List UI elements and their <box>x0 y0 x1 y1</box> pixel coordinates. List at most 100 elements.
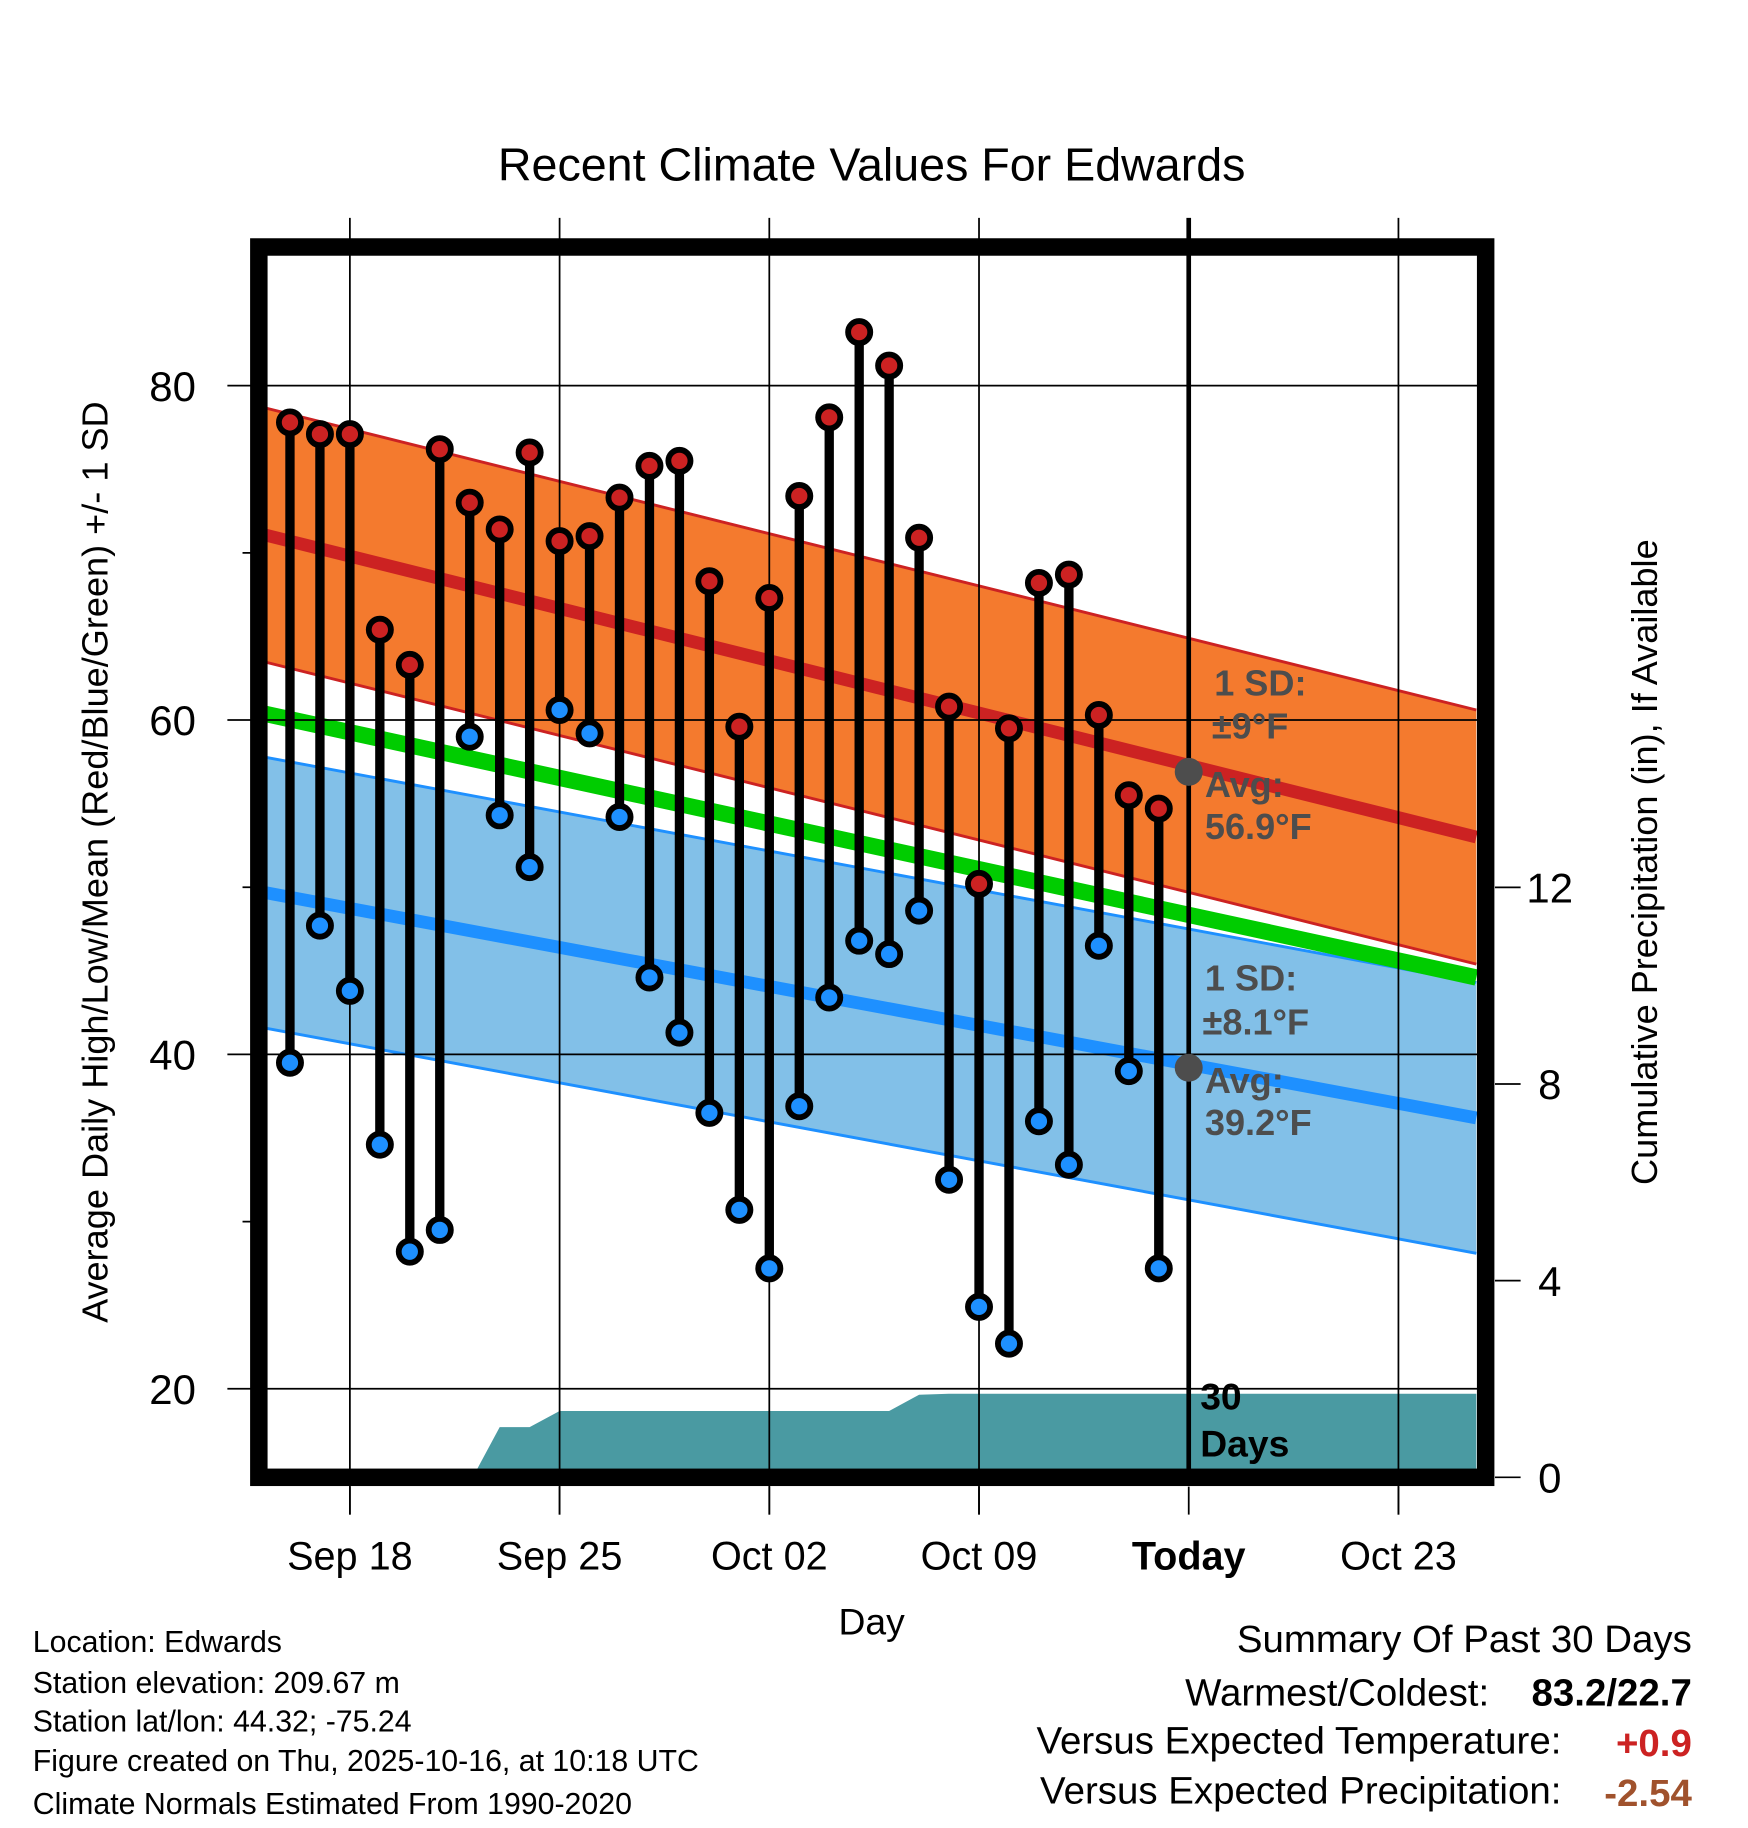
summary-title: Summary Of Past 30 Days <box>1237 1618 1692 1661</box>
low-sd-lower <box>262 1026 1477 1255</box>
y-tick-label: 20 <box>149 1366 196 1413</box>
daily-high-point <box>305 420 334 449</box>
annotation-low-avg-val: 39.2°F <box>1205 1102 1312 1143</box>
daily-low-point <box>1144 1254 1173 1283</box>
x-tick-label: Oct 09 <box>921 1534 1038 1578</box>
daily-low-point <box>695 1098 724 1127</box>
y-axis-label: Average Daily High/Low/Mean (Red/Blue/Gr… <box>74 401 115 1323</box>
y-right-tick-label: 0 <box>1538 1454 1561 1501</box>
annotation-low-sd-val: ±8.1°F <box>1203 1002 1310 1043</box>
daily-high-point <box>485 515 514 544</box>
daily-high-point <box>665 446 694 475</box>
y-right-tick-label: 8 <box>1538 1061 1561 1108</box>
daily-high-point <box>545 527 574 556</box>
summary-panel: Summary Of Past 30 Days Warmest/Coldest:… <box>1036 1618 1692 1815</box>
daily-low-point <box>305 911 334 940</box>
x-tick-label: Sep 18 <box>287 1534 413 1578</box>
daily-high-point <box>395 650 424 679</box>
daily-high-point <box>875 351 904 380</box>
high-sd-upper <box>262 405 1477 712</box>
annotation-high-sd: 1 SD: <box>1214 663 1306 704</box>
elevation-text: Station elevation: 209.67 m <box>33 1667 400 1700</box>
daily-low-point <box>275 1048 304 1077</box>
daily-low-point <box>1114 1057 1143 1086</box>
daily-high-point <box>365 615 394 644</box>
daily-high-point <box>1144 794 1173 823</box>
daily-high-point <box>515 438 544 467</box>
daily-high-point <box>575 522 604 551</box>
annotation-low-avg: Avg: <box>1205 1060 1284 1101</box>
annotation-high-avg-val: 56.9°F <box>1205 806 1312 847</box>
created-text: Figure created on Thu, 2025-10-16, at 10… <box>33 1745 699 1778</box>
daily-low-point <box>335 976 364 1005</box>
daily-high-point <box>1024 568 1053 597</box>
daily-low-point <box>845 926 874 955</box>
x-tick-label: Oct 02 <box>711 1534 828 1578</box>
y-right-tick-label: 12 <box>1526 864 1573 911</box>
daily-low-point <box>935 1165 964 1194</box>
daily-low-point <box>395 1237 424 1266</box>
precip-departure-value: -2.54 <box>1604 1772 1692 1815</box>
daily-high-point <box>275 408 304 437</box>
daily-low-point <box>815 983 844 1012</box>
daily-low-point <box>665 1018 694 1047</box>
daily-high-point <box>845 318 874 347</box>
daily-low-point <box>905 896 934 925</box>
daily-low-point <box>575 719 604 748</box>
y-tick-label: 40 <box>149 1032 196 1079</box>
daily-high-point <box>755 583 784 612</box>
today-high-avg-marker <box>1174 757 1203 786</box>
warm-cold-label: Warmest/Coldest: <box>1185 1672 1489 1715</box>
location-text: Location: Edwards <box>33 1626 282 1659</box>
y-right-tick-label: 4 <box>1538 1258 1561 1305</box>
x-tick-label: Oct 23 <box>1340 1534 1457 1578</box>
plot-frame <box>250 238 1495 1487</box>
x-axis-label: Day <box>839 1601 906 1643</box>
daily-high-point <box>1114 781 1143 810</box>
daily-high-point <box>695 567 724 596</box>
daily-low-point <box>994 1329 1023 1358</box>
today-low-avg-marker <box>1174 1053 1203 1082</box>
daily-high-point <box>335 420 364 449</box>
annotation-30-days: 30 <box>1200 1376 1241 1418</box>
normals-text: Climate Normals Estimated From 1990-2020 <box>33 1788 632 1821</box>
precip-departure-label: Versus Expected Precipitation: <box>1040 1770 1561 1813</box>
x-tick-label: Today <box>1132 1534 1246 1578</box>
daily-high-point <box>815 403 844 432</box>
daily-low-point <box>875 940 904 969</box>
y-tick-label: 60 <box>149 697 196 744</box>
normal-low-line <box>262 885 1478 1125</box>
temp-departure-value: +0.9 <box>1616 1722 1692 1765</box>
daily-high-point <box>1084 701 1113 729</box>
low-sd-upper <box>262 755 1477 984</box>
annotation-30-days: Days <box>1200 1422 1289 1464</box>
daily-low-point <box>725 1195 754 1224</box>
normal-mean-line <box>262 705 1478 986</box>
daily-low-point <box>1054 1150 1083 1179</box>
annotation-high-avg: Avg: <box>1205 764 1284 805</box>
annotation-high-sd-val: ±9°F <box>1212 706 1288 747</box>
y-tick-label: 80 <box>149 363 196 410</box>
warm-cold-value: 83.2/22.7 <box>1532 1672 1692 1715</box>
y-right-axis-label: Cumulative Precipitation (in), If Availa… <box>1624 539 1665 1185</box>
daily-low-point <box>635 963 664 992</box>
chart-title: Recent Climate Values For Edwards <box>498 139 1246 191</box>
daily-high-point <box>994 714 1023 743</box>
station-info: Location: Edwards Station elevation: 209… <box>33 1626 699 1821</box>
daily-high-point <box>1054 560 1083 589</box>
daily-low-point <box>365 1130 394 1159</box>
latlon-text: Station lat/lon: 44.32; -75.24 <box>33 1705 412 1738</box>
daily-low-point <box>455 722 484 751</box>
daily-low-point <box>605 803 634 831</box>
daily-low-point <box>515 853 544 882</box>
x-tick-label: Sep 25 <box>497 1534 623 1578</box>
daily-low-point <box>485 801 514 830</box>
daily-high-point <box>725 712 754 741</box>
temp-departure-label: Versus Expected Temperature: <box>1036 1719 1561 1762</box>
daily-high-point <box>425 435 454 464</box>
daily-high-point <box>785 482 814 510</box>
daily-low-point <box>1084 931 1113 960</box>
annotation-low-sd: 1 SD: <box>1205 957 1297 998</box>
daily-high-point <box>455 488 484 517</box>
